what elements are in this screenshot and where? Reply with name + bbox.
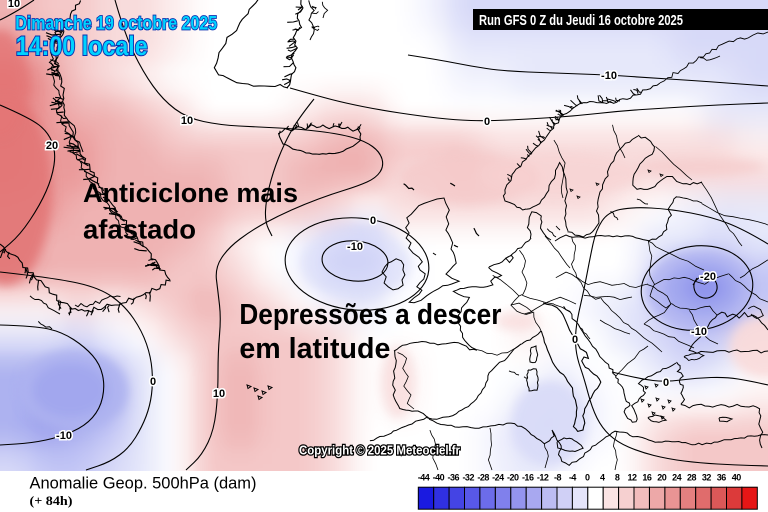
svg-text:10: 10: [213, 388, 225, 400]
svg-text:36: 36: [717, 473, 727, 483]
svg-text:24: 24: [672, 473, 682, 483]
svg-text:Anticiclone mais: Anticiclone mais: [83, 178, 298, 208]
svg-text:32: 32: [702, 473, 712, 483]
svg-text:-10: -10: [56, 430, 72, 442]
svg-text:-10: -10: [691, 326, 707, 338]
svg-text:-28: -28: [477, 473, 489, 483]
svg-text:(+ 84h): (+ 84h): [30, 493, 73, 508]
svg-text:0: 0: [663, 377, 669, 389]
svg-text:-4: -4: [569, 473, 576, 483]
svg-text:-44: -44: [418, 473, 430, 483]
svg-text:em latitude: em latitude: [239, 333, 390, 365]
svg-text:20: 20: [46, 140, 58, 152]
svg-text:-12: -12: [537, 473, 549, 483]
svg-text:-10: -10: [347, 241, 363, 253]
svg-text:40: 40: [732, 473, 742, 483]
svg-text:16: 16: [642, 473, 652, 483]
svg-text:10: 10: [181, 115, 193, 127]
svg-text:0: 0: [585, 473, 590, 483]
svg-text:0: 0: [370, 215, 376, 227]
svg-text:28: 28: [687, 473, 697, 483]
svg-text:0: 0: [572, 334, 578, 346]
svg-text:Run GFS 0 Z du Jeudi 16 octobr: Run GFS 0 Z du Jeudi 16 octobre 2025: [479, 12, 683, 29]
svg-text:8: 8: [615, 473, 620, 483]
svg-text:-16: -16: [522, 473, 534, 483]
svg-text:Depressões a descer: Depressões a descer: [239, 299, 501, 331]
svg-text:-20: -20: [700, 271, 716, 283]
svg-text:Anomalie Geop. 500hPa (dam): Anomalie Geop. 500hPa (dam): [30, 474, 257, 493]
svg-text:-36: -36: [448, 473, 460, 483]
svg-text:-24: -24: [492, 473, 504, 483]
svg-text:10: 10: [8, 0, 20, 10]
svg-text:-40: -40: [433, 473, 445, 483]
svg-text:-8: -8: [554, 473, 561, 483]
svg-text:Copyright © 2025 Meteociel.fr: Copyright © 2025 Meteociel.fr: [299, 443, 460, 458]
svg-text:-10: -10: [601, 70, 617, 82]
svg-text:Dimanche 19 octobre 2025: Dimanche 19 octobre 2025: [15, 14, 217, 35]
svg-text:0: 0: [150, 376, 156, 388]
svg-text:20: 20: [657, 473, 667, 483]
svg-text:14:00 locale: 14:00 locale: [16, 31, 148, 61]
svg-text:-32: -32: [462, 473, 474, 483]
svg-text:12: 12: [627, 473, 637, 483]
svg-text:0: 0: [484, 116, 490, 128]
svg-text:4: 4: [600, 473, 605, 483]
svg-text:afastado: afastado: [83, 215, 196, 245]
svg-text:-20: -20: [507, 473, 519, 483]
